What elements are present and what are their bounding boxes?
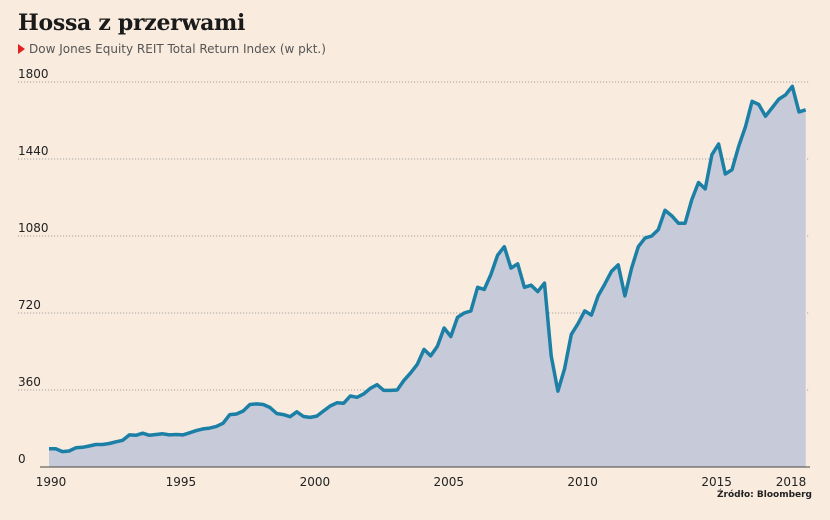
x-tick-label: 1990 (36, 475, 67, 489)
x-axis: 1990 1995 2000 2005 2010 2015 2018 (36, 475, 807, 489)
y-axis: 0 360 720 1080 1440 1800 (18, 67, 49, 466)
chart-subtitle: Dow Jones Equity REIT Total Return Index… (18, 42, 326, 56)
x-tick-label: 2010 (567, 475, 598, 489)
x-tick-label: 2018 (776, 475, 807, 489)
y-tick-label: 720 (18, 298, 41, 312)
x-tick-label: 1995 (166, 475, 197, 489)
y-tick-label: 1800 (18, 67, 49, 81)
series-area (49, 86, 806, 468)
x-tick-label: 2015 (701, 475, 732, 489)
source-note: Źródło: Bloomberg (717, 490, 812, 500)
x-tick-label: 2005 (433, 475, 464, 489)
x-tick-label: 2000 (300, 475, 331, 489)
subtitle-text: Dow Jones Equity REIT Total Return Index… (29, 42, 326, 56)
y-tick-label: 1080 (18, 221, 49, 235)
triangle-marker-icon (18, 44, 25, 54)
y-tick-label: 360 (18, 375, 41, 389)
chart-title: Hossa z przerwami (18, 10, 246, 36)
y-tick-label: 1440 (18, 144, 49, 158)
series-line (49, 84, 807, 454)
y-tick-label: 0 (18, 452, 26, 466)
